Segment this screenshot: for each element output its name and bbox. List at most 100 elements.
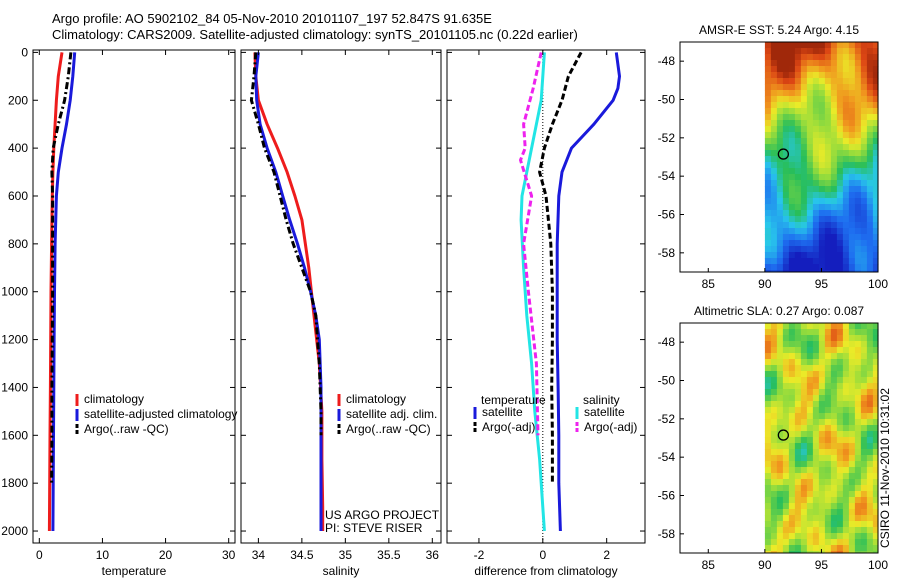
- heat-cell: [812, 150, 820, 157]
- heat-cell: [776, 443, 784, 450]
- heat-cell: [788, 521, 796, 528]
- heat-cell: [818, 60, 826, 67]
- heat-cell: [788, 485, 796, 492]
- heat-cell: [824, 437, 832, 444]
- heat-cell: [824, 186, 832, 193]
- heat-cell: [812, 270, 820, 273]
- heat-cell: [830, 377, 838, 384]
- heat-cell: [800, 395, 808, 402]
- heat-cell: [830, 162, 838, 169]
- heat-cell: [818, 150, 826, 157]
- heat-cell: [836, 539, 844, 546]
- heat-cell: [860, 228, 868, 235]
- heat-cell: [860, 180, 868, 187]
- heat-cell: [836, 443, 844, 450]
- heat-cell: [836, 473, 844, 480]
- heat-cell: [770, 485, 778, 492]
- heat-cell: [788, 335, 796, 342]
- heat-cell: [776, 425, 784, 432]
- heat-cell: [770, 42, 778, 49]
- heat-cell: [770, 509, 778, 516]
- heat-cell: [794, 545, 802, 552]
- heat-cell: [824, 168, 832, 175]
- heat-cell: [812, 419, 820, 426]
- heat-cell: [788, 515, 796, 522]
- heat-cell: [842, 96, 850, 103]
- heat-cell: [866, 353, 874, 360]
- heat-cell: [854, 78, 862, 85]
- heat-cell: [860, 162, 868, 169]
- heat-cell: [872, 323, 879, 330]
- heat-cell: [818, 383, 826, 390]
- heat-cell: [872, 395, 879, 402]
- heat-cell: [770, 108, 778, 115]
- heat-cell: [794, 551, 802, 554]
- heat-cell: [842, 431, 850, 438]
- heat-cell: [830, 479, 838, 486]
- heat-cell: [872, 222, 879, 229]
- heat-cell: [872, 521, 879, 528]
- x-tick-label: 2: [603, 548, 610, 562]
- heat-cell: [794, 395, 802, 402]
- heat-cell: [854, 270, 862, 273]
- heat-cell: [842, 515, 850, 522]
- heat-cell: [836, 210, 844, 217]
- heat-cell: [860, 539, 868, 546]
- legend-salinity-1-label: satellite adj. clim.: [346, 407, 437, 421]
- heat-cell: [854, 168, 862, 175]
- heat-cell: [836, 437, 844, 444]
- heat-cell: [806, 479, 814, 486]
- heat-cell: [806, 413, 814, 420]
- heat-cell: [830, 401, 838, 408]
- heat-cell: [836, 240, 844, 247]
- heat-cell: [764, 473, 772, 480]
- heat-cell: [842, 455, 850, 462]
- argo-position-marker: [777, 429, 790, 441]
- heat-cell: [872, 461, 879, 468]
- heat-cell: [866, 443, 874, 450]
- heat-cell: [860, 365, 868, 372]
- heat-cell: [818, 246, 826, 253]
- heat-cell: [782, 156, 790, 163]
- heat-cell: [836, 102, 844, 109]
- heat-cell: [866, 228, 874, 235]
- heat-cell: [800, 449, 808, 456]
- heat-cell: [842, 527, 850, 534]
- heat-cell: [776, 515, 784, 522]
- heat-cell: [848, 114, 856, 121]
- heat-cell: [848, 72, 856, 79]
- heat-cell: [812, 48, 820, 55]
- heat-cell: [872, 545, 879, 552]
- heat-cell: [770, 102, 778, 109]
- heat-cell: [800, 347, 808, 354]
- x-axis-label: temperature: [102, 564, 167, 578]
- heat-cell: [782, 323, 790, 330]
- heat-cell: [794, 497, 802, 504]
- series-difference-2: [519, 52, 546, 532]
- heat-cell: [866, 162, 874, 169]
- heat-cell: [806, 383, 814, 390]
- heat-cell: [848, 108, 856, 115]
- heat-cell: [788, 210, 796, 217]
- legend-diff-sal-sat-label: satellite: [584, 405, 625, 419]
- heat-cell: [872, 413, 879, 420]
- heat-cell: [788, 353, 796, 360]
- heat-cell: [812, 144, 820, 151]
- heat-cell: [800, 407, 808, 414]
- heat-cell: [830, 491, 838, 498]
- heat-cell: [854, 461, 862, 468]
- axes-frame: [446, 49, 646, 544]
- heat-cell: [794, 455, 802, 462]
- heat-cell: [818, 341, 826, 348]
- heat-cell: [764, 533, 772, 540]
- heat-cell: [806, 84, 814, 91]
- heat-cell: [848, 270, 856, 273]
- heat-cell: [806, 497, 814, 504]
- heat-cell: [788, 60, 796, 67]
- heat-cell: [860, 90, 868, 97]
- heat-cell: [770, 66, 778, 73]
- y-tick-label: -58: [658, 246, 676, 260]
- heat-cell: [818, 425, 826, 432]
- heat-cell: [830, 347, 838, 354]
- heat-cell: [818, 527, 826, 534]
